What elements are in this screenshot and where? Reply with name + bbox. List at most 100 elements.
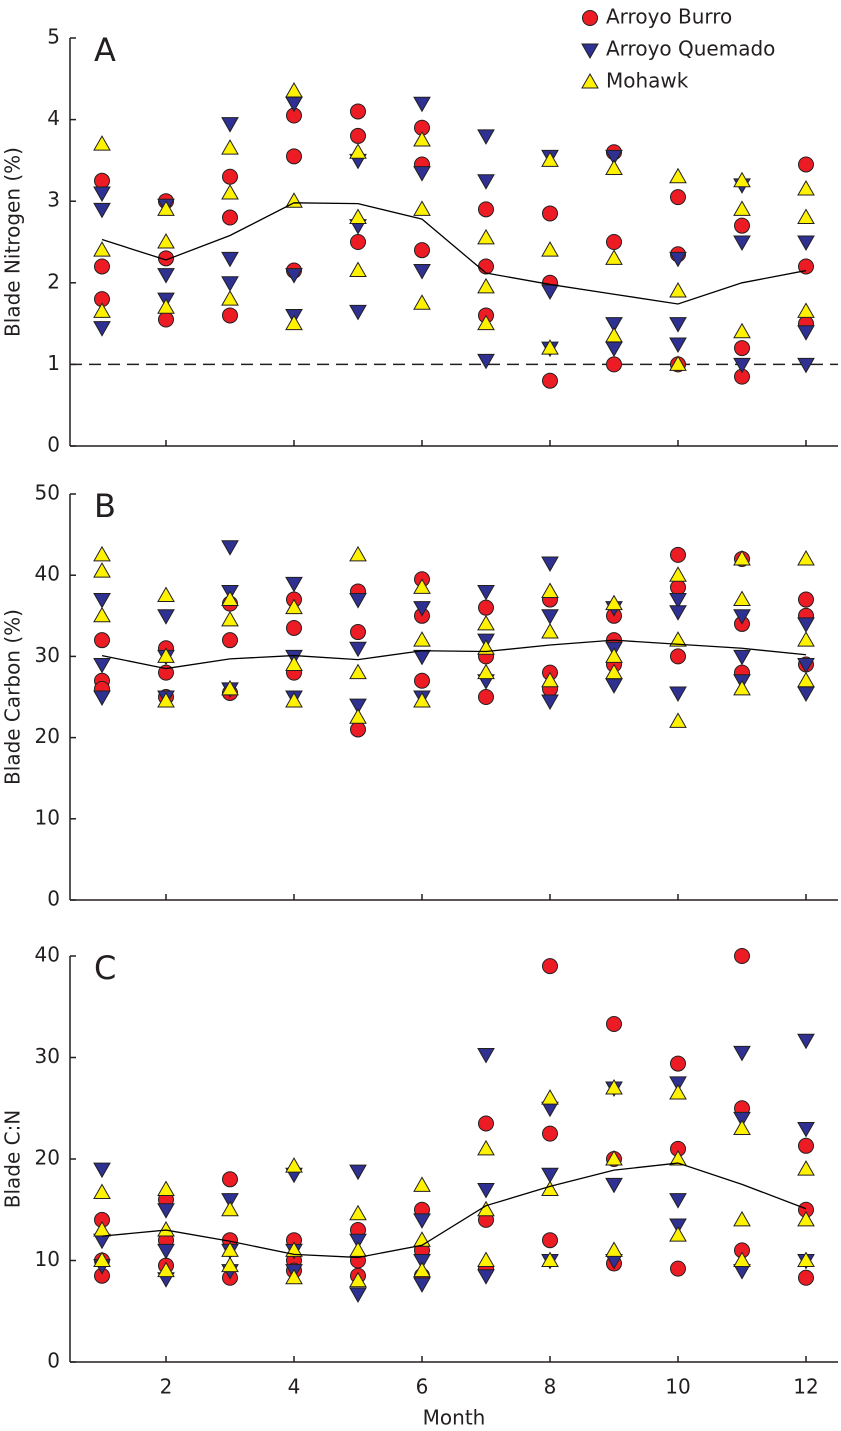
y-tick-label: 0 xyxy=(47,1349,60,1373)
data-point xyxy=(93,690,111,707)
data-point xyxy=(414,672,430,689)
y-tick-label: 30 xyxy=(35,643,60,667)
data-point xyxy=(797,549,815,566)
data-point xyxy=(222,307,238,324)
data-point xyxy=(670,546,686,563)
data-point xyxy=(349,261,367,278)
x-tick-label: 8 xyxy=(544,1375,557,1399)
data-point xyxy=(605,1241,623,1257)
data-point xyxy=(221,540,239,556)
data-point xyxy=(221,184,239,200)
data-point xyxy=(285,1157,303,1173)
data-point xyxy=(797,357,815,374)
data-point xyxy=(285,314,303,331)
data-point xyxy=(734,340,750,357)
data-point xyxy=(798,1269,814,1286)
data-point xyxy=(541,284,559,300)
data-point xyxy=(350,234,366,250)
data-point xyxy=(797,617,815,633)
data-point xyxy=(157,1261,175,1278)
data-point xyxy=(93,1162,111,1179)
x-axis-label: Month xyxy=(423,1406,486,1430)
data-point xyxy=(669,631,687,647)
data-point xyxy=(477,277,495,294)
data-point xyxy=(93,606,111,623)
data-point xyxy=(413,264,431,280)
data-point xyxy=(477,1251,495,1267)
panel-label: A xyxy=(94,31,116,69)
data-point xyxy=(733,200,751,216)
data-point xyxy=(669,317,687,333)
data-point xyxy=(605,663,623,680)
data-point xyxy=(541,241,559,257)
data-point xyxy=(349,304,367,321)
data-point xyxy=(797,325,815,341)
data-point xyxy=(285,82,303,98)
y-tick-label: 4 xyxy=(47,106,60,130)
data-point xyxy=(669,712,687,728)
data-point xyxy=(478,1115,494,1132)
data-point xyxy=(733,549,751,566)
data-point xyxy=(285,598,303,615)
data-point xyxy=(477,1269,495,1285)
data-point xyxy=(93,135,111,151)
data-point xyxy=(733,357,751,374)
data-point xyxy=(797,208,815,225)
data-point xyxy=(797,235,815,252)
data-point xyxy=(734,217,750,234)
data-point xyxy=(733,609,751,625)
data-point xyxy=(669,605,687,621)
data-point xyxy=(605,594,623,611)
data-point xyxy=(669,1226,687,1242)
data-point xyxy=(93,658,111,674)
data-point xyxy=(733,590,751,607)
data-point xyxy=(413,649,431,666)
data-point xyxy=(413,166,431,182)
mean-line xyxy=(101,639,807,670)
data-point xyxy=(542,372,558,389)
data-point xyxy=(221,1193,239,1209)
data-point xyxy=(285,576,303,593)
data-point xyxy=(93,1183,111,1199)
data-point xyxy=(94,172,110,189)
x-tick-label: 4 xyxy=(288,1375,301,1399)
data-point xyxy=(797,671,815,688)
data-point xyxy=(670,579,686,596)
data-point xyxy=(477,639,495,655)
y-axis-label: Blade Carbon (%) xyxy=(1,609,25,785)
data-point xyxy=(413,692,431,708)
data-point xyxy=(669,167,687,184)
mean-line xyxy=(101,202,807,305)
data-point xyxy=(669,593,687,609)
data-point xyxy=(285,96,303,113)
data-point xyxy=(413,1213,431,1229)
data-point xyxy=(669,355,687,371)
data-point xyxy=(606,234,622,250)
data-point xyxy=(477,584,495,601)
data-point xyxy=(478,599,494,616)
data-point xyxy=(93,186,111,203)
data-point xyxy=(413,130,431,147)
data-point xyxy=(541,694,559,711)
data-point xyxy=(477,1182,495,1199)
y-tick-label: 10 xyxy=(35,1247,60,1271)
data-point xyxy=(222,168,238,185)
data-point xyxy=(349,1241,367,1257)
data-point xyxy=(605,326,623,343)
data-point xyxy=(797,686,815,702)
panel-label: C xyxy=(94,949,116,987)
data-point xyxy=(413,578,431,594)
data-point xyxy=(221,679,239,696)
data-point xyxy=(797,1210,815,1227)
data-point xyxy=(93,593,111,609)
data-point xyxy=(157,647,175,663)
data-point xyxy=(413,1254,431,1270)
y-tick-label: 0 xyxy=(47,887,60,911)
data-point xyxy=(733,1119,751,1136)
data-point xyxy=(413,1277,431,1293)
data-point xyxy=(349,708,367,724)
y-tick-label: 5 xyxy=(47,25,60,49)
data-point xyxy=(733,1251,751,1267)
data-point xyxy=(349,641,367,658)
data-point xyxy=(477,174,495,190)
